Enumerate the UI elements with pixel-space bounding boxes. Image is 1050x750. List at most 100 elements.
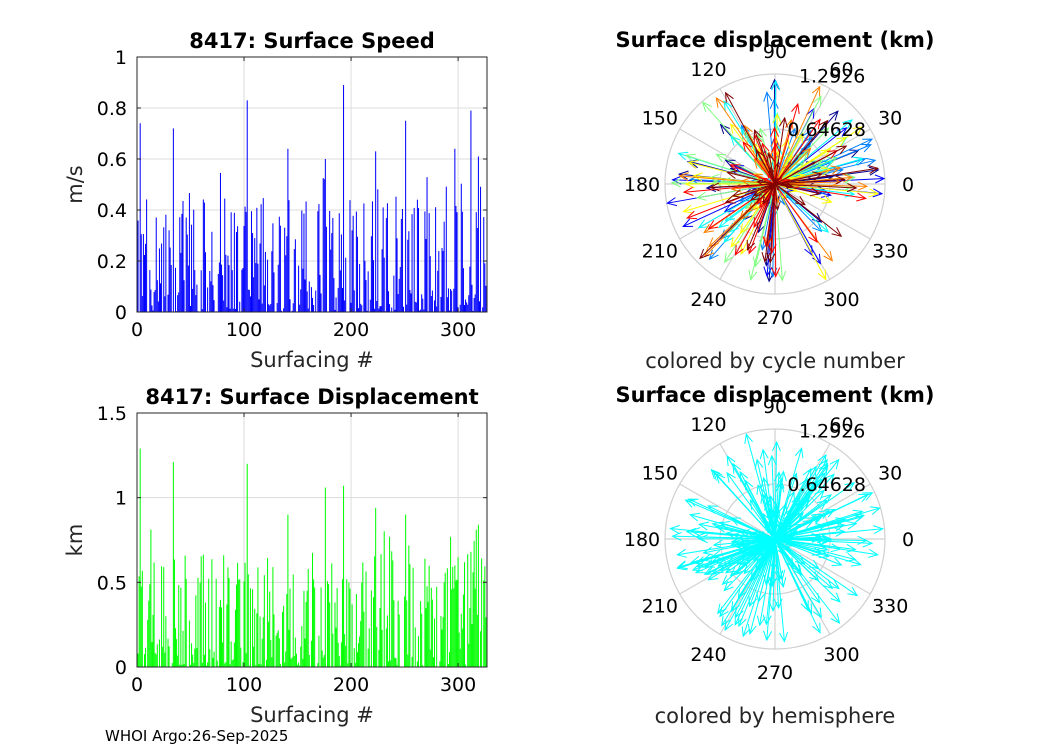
displacement-arrow	[774, 183, 843, 237]
arrow-head	[794, 132, 804, 144]
arrow-head	[828, 110, 839, 121]
displacement-arrow	[774, 126, 864, 185]
x-tick-label: 300	[440, 674, 476, 696]
arrow-head	[747, 624, 757, 635]
bar-31	[169, 247, 171, 312]
bar-240	[393, 275, 395, 312]
bar-182	[331, 233, 333, 312]
bar-96	[239, 301, 241, 312]
axes-box	[136, 56, 488, 313]
arrow-head	[836, 145, 848, 155]
bar-224	[376, 300, 378, 312]
arrow-head	[791, 102, 800, 114]
bar-169	[317, 211, 319, 312]
arrow-head	[677, 151, 689, 161]
displacement-arrow	[717, 538, 776, 566]
bar-66	[207, 662, 209, 667]
bar-195	[345, 257, 347, 312]
angle-tick-label: 90	[763, 396, 787, 418]
bar-267	[422, 665, 424, 667]
bar-180	[329, 602, 331, 667]
displacement-arrow	[774, 182, 793, 189]
arrow-head	[698, 521, 710, 531]
bar-53	[193, 662, 195, 667]
arrow-head	[820, 167, 832, 177]
arrow-head	[803, 136, 813, 147]
bar-274	[429, 649, 431, 667]
bar-218	[369, 665, 371, 667]
arrow-shaft	[774, 103, 799, 185]
bar-221	[373, 260, 375, 312]
displacement-arrow	[774, 183, 823, 233]
arrow-head	[717, 603, 727, 615]
arrow-shaft	[754, 129, 776, 185]
bar-48	[187, 265, 189, 312]
bar-296	[453, 288, 455, 312]
arrow-head	[756, 592, 765, 603]
bar-57	[197, 577, 199, 667]
arrow-head	[769, 98, 779, 109]
bar-172	[320, 587, 322, 667]
bar-270	[425, 608, 427, 667]
arrow-head	[767, 454, 777, 466]
bar-311	[469, 608, 471, 667]
arrow-head	[791, 561, 801, 573]
bar-315	[473, 541, 475, 667]
bar-205	[355, 211, 357, 312]
bar-279	[435, 207, 437, 312]
bar-291	[447, 663, 449, 667]
bar-219	[370, 590, 372, 667]
arrow-head	[835, 175, 846, 185]
x-tick-label: 0	[131, 319, 143, 341]
arrow-head	[811, 533, 823, 543]
bar-233	[385, 218, 387, 312]
arrow-head	[705, 182, 717, 192]
arrow-shaft	[774, 119, 853, 185]
bar-85	[227, 255, 229, 312]
bar-219	[370, 236, 372, 312]
arrow-head	[777, 548, 783, 555]
arrow-head	[766, 507, 776, 519]
displacement-arrow	[756, 538, 776, 627]
bar-30	[168, 230, 170, 312]
radial-tick-label: 0.64628	[787, 119, 866, 141]
bar-318	[476, 228, 478, 312]
arrow-head	[749, 191, 761, 201]
radial-tick-label: 1.2926	[799, 420, 865, 442]
bar-188	[337, 287, 339, 312]
bar-12	[149, 584, 151, 667]
bar-89	[231, 270, 233, 312]
bar-77	[218, 606, 220, 667]
displacement-arrow	[715, 97, 776, 185]
displacement-arrow	[737, 538, 776, 599]
arrow-head	[676, 548, 688, 558]
bar-199	[349, 588, 351, 667]
bar-79	[221, 607, 223, 667]
arrow-shaft	[774, 126, 863, 185]
bar-146	[292, 303, 294, 312]
displacement-arrow	[767, 454, 777, 540]
bar-312	[470, 551, 472, 667]
bar-69	[210, 281, 212, 312]
arrow-head	[699, 248, 710, 260]
arrow-head	[760, 142, 770, 154]
bar-104	[247, 289, 249, 312]
displacement-arrow	[772, 183, 781, 211]
displacement-arrow	[774, 145, 848, 185]
bar-170	[318, 635, 320, 667]
displacement-arrow	[761, 183, 776, 263]
bar-307	[465, 299, 467, 312]
displacement-arrow	[709, 182, 776, 192]
bar-113	[257, 263, 259, 312]
bar-54	[194, 648, 196, 667]
displacement-arrow	[762, 512, 776, 540]
arrow-head	[726, 471, 736, 483]
bar-80	[222, 642, 224, 667]
arrow-head	[666, 197, 678, 207]
bar-194	[344, 300, 346, 312]
bar-285	[441, 247, 443, 312]
arrow-shaft	[774, 528, 883, 540]
bar-135	[280, 310, 282, 312]
arrow-head	[821, 534, 833, 544]
arrow-head	[712, 470, 723, 481]
